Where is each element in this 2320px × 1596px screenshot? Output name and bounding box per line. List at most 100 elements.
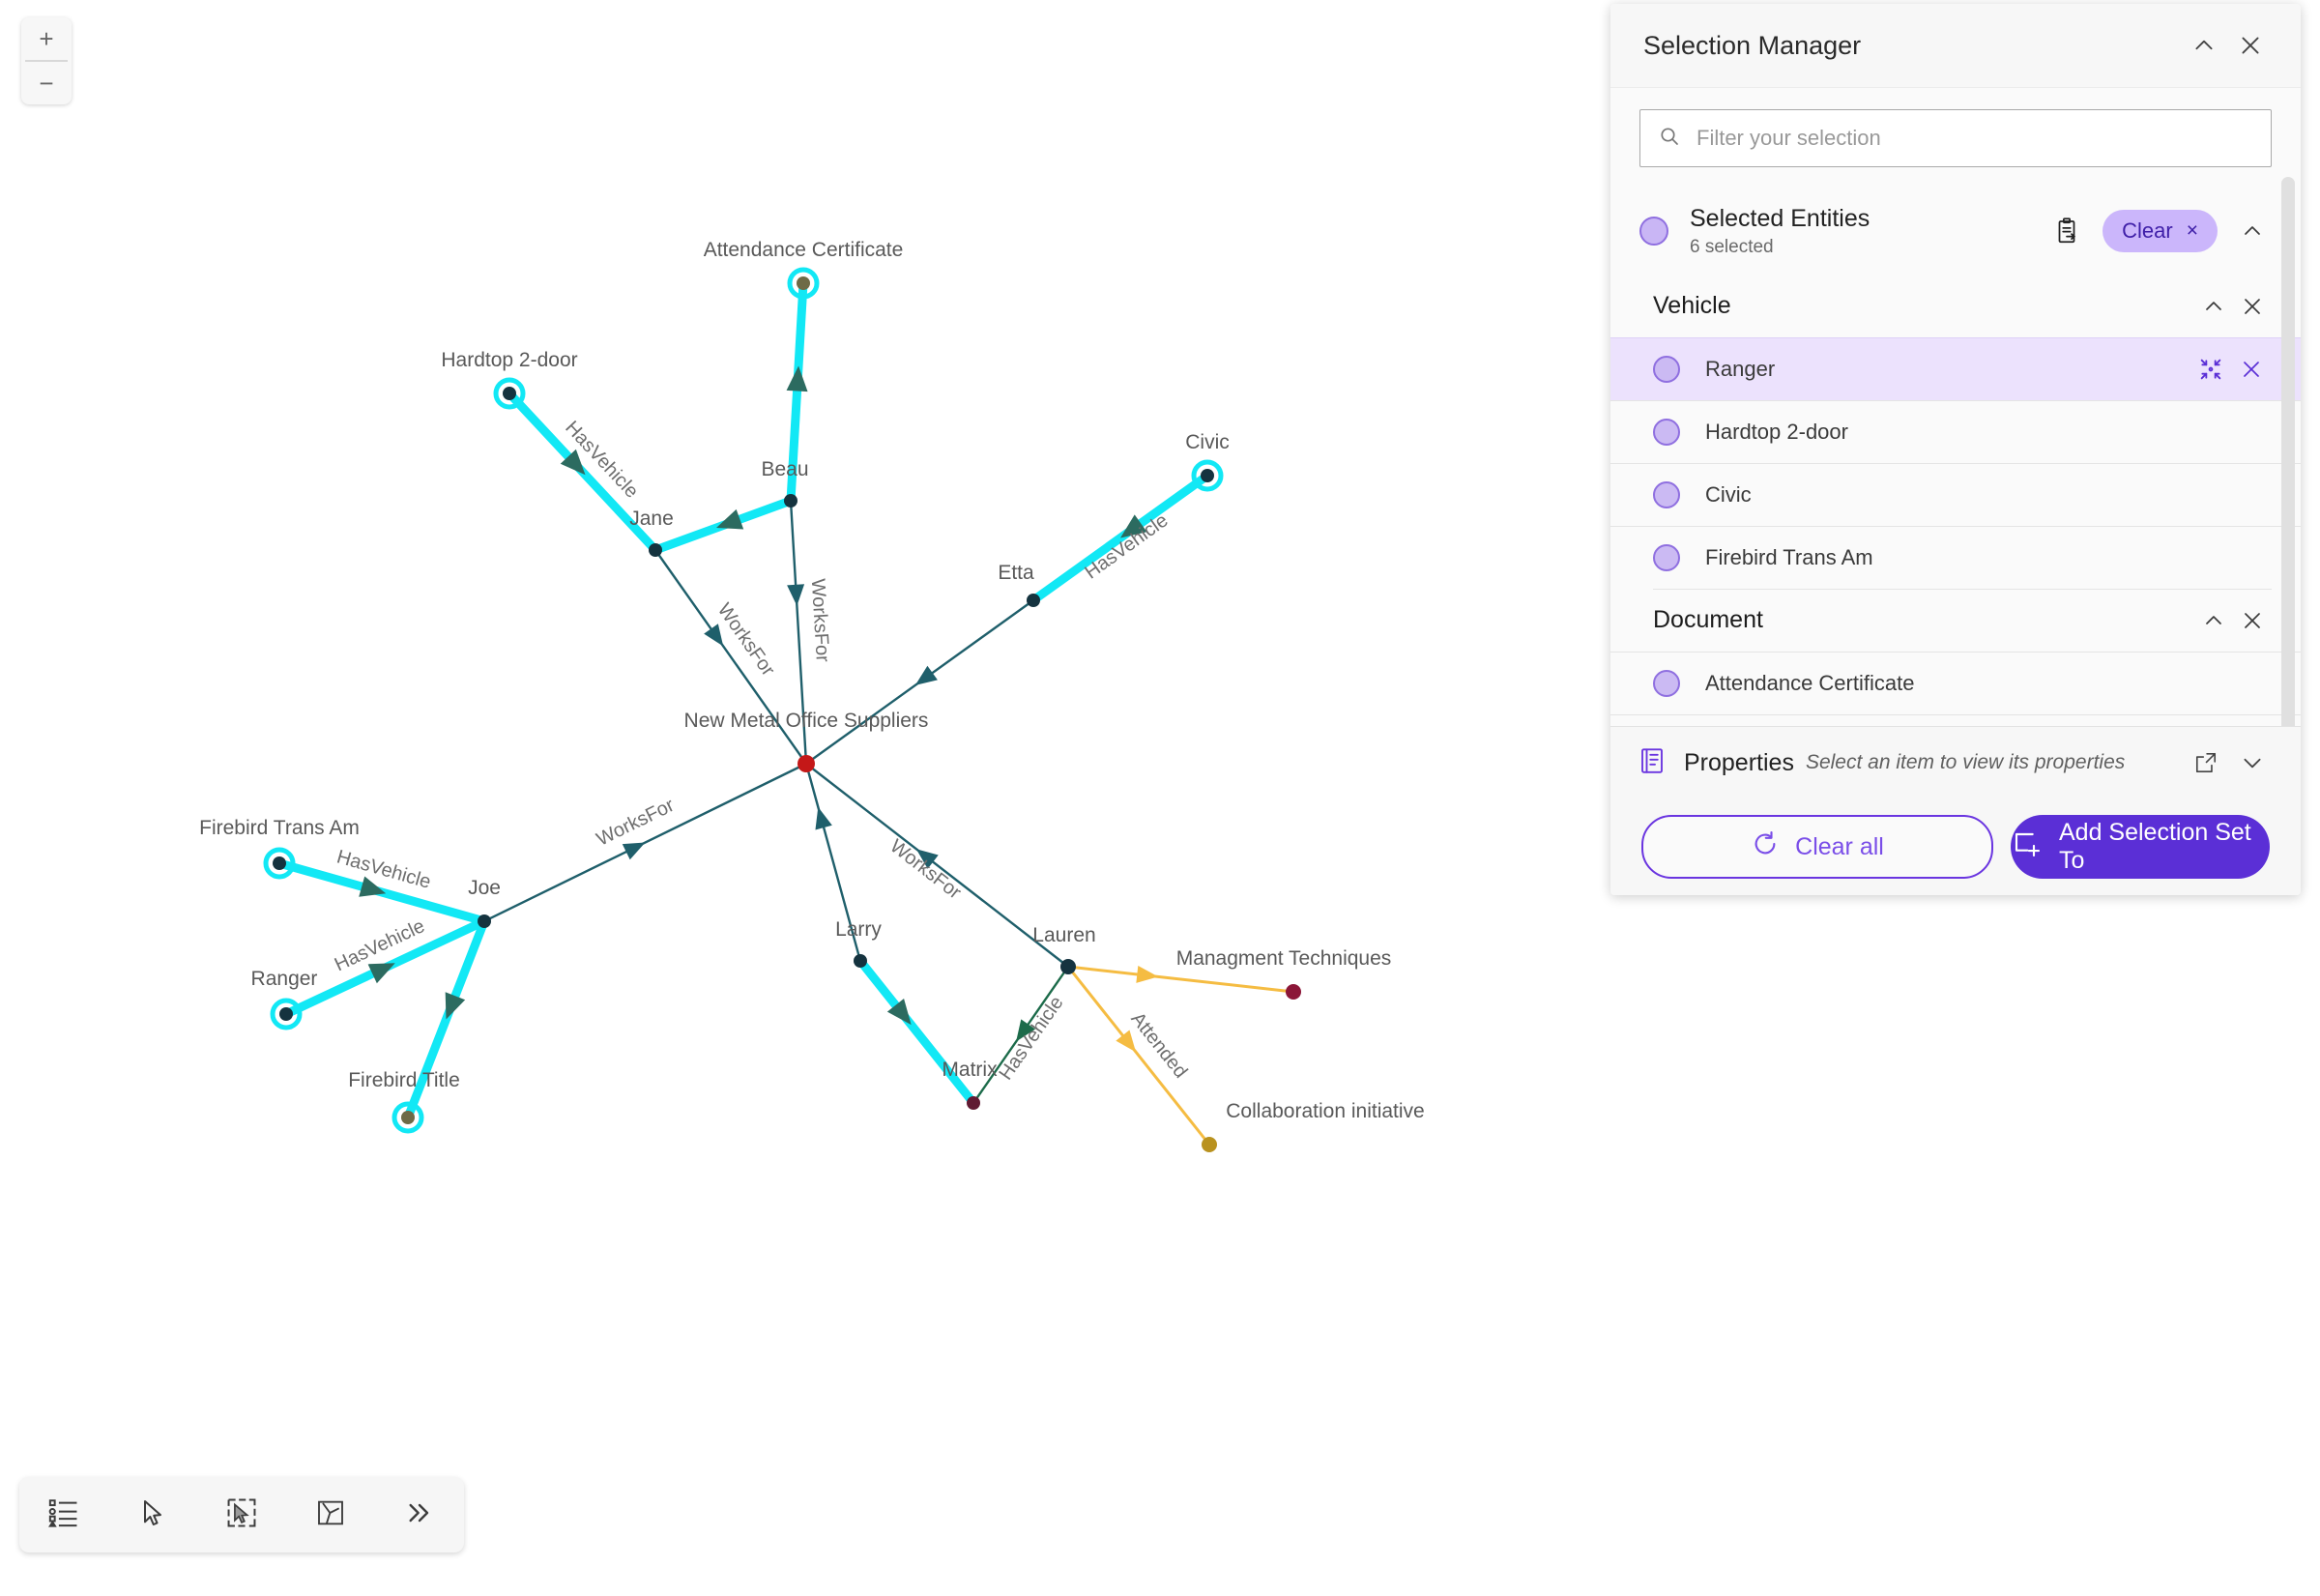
selected-entities-header[interactable]: Selected Entities 6 selected Clear × [1610, 187, 2301, 276]
node-label: Attendance Certificate [704, 239, 904, 261]
add-to-set-icon [2011, 828, 2042, 866]
clear-entities-x-icon: × [2186, 218, 2198, 242]
node-label: Ranger [251, 968, 318, 990]
properties-hint: Select an item to view its properties [1805, 751, 2126, 773]
add-selection-set-button[interactable]: Add Selection Set To [2011, 815, 2270, 879]
edge-arrowhead [560, 449, 586, 476]
entity-groups-container: Vehicle Ranger Hardtop 2-door Civic Firebird… [1610, 275, 2301, 726]
collapse-entities-button[interactable] [2233, 212, 2272, 250]
properties-expand-button[interactable] [2229, 740, 2276, 786]
zoom-divider [25, 60, 68, 62]
selected-entities-title: Selected Entities [1690, 205, 1870, 232]
graph-canvas[interactable]: HasVehicle WorksFor WorksFor HasVehicle Work… [0, 0, 1605, 1596]
type-group-header[interactable]: Document [1610, 589, 2301, 652]
edge-arrowhead [445, 992, 466, 1020]
clear-entities-button[interactable]: Clear × [2102, 209, 2218, 252]
more-chevrons-icon [404, 1497, 435, 1533]
properties-bar[interactable]: Properties Select an item to view its pr… [1610, 726, 2301, 798]
collapse-type-group-button[interactable] [2194, 601, 2233, 640]
graph-edge[interactable] [789, 499, 808, 766]
remove-entity-icon[interactable] [2231, 349, 2272, 390]
graph-node[interactable] [478, 914, 491, 928]
node-label: Hardtop 2-door [441, 349, 577, 371]
graph-node[interactable] [1060, 959, 1076, 974]
marquee-select-button[interactable] [197, 1477, 286, 1552]
page-title: Selection Manager [1643, 30, 1862, 60]
graph-node[interactable] [854, 954, 867, 968]
graph-node[interactable] [279, 1007, 293, 1021]
graph-tools-toolbar [19, 1477, 464, 1552]
type-group-header[interactable]: Vehicle [1610, 275, 2301, 337]
graph-node[interactable] [797, 276, 810, 290]
edge-label: WorksFor [594, 795, 678, 851]
select-pointer-button[interactable] [108, 1477, 197, 1552]
graph-node[interactable] [1027, 594, 1040, 607]
remove-type-group-button[interactable] [2233, 287, 2272, 326]
graph-node[interactable] [503, 387, 516, 400]
list-separator [1653, 588, 2272, 590]
graph-node[interactable] [798, 755, 815, 772]
legend-button[interactable] [19, 1477, 108, 1552]
collapse-type-group-button[interactable] [2194, 287, 2233, 326]
clear-entities-label: Clear [2122, 218, 2173, 243]
graph-edge[interactable] [1066, 965, 1211, 1146]
list-item[interactable]: Civic [1610, 462, 2301, 526]
graph-edge[interactable] [804, 762, 1070, 969]
graph-node[interactable] [401, 1111, 415, 1124]
edge-arrowhead [1120, 514, 1147, 538]
graph-node[interactable] [784, 494, 798, 508]
edge-label: WorksFor [885, 835, 965, 903]
list-item[interactable]: Hardtop 2-door [1610, 399, 2301, 463]
list-item[interactable]: Firebird Title [1610, 713, 2301, 726]
zoom-control: + − [21, 17, 72, 104]
graph-edge[interactable] [804, 762, 862, 963]
node-label: Lauren [1032, 924, 1095, 946]
graph-node[interactable] [649, 543, 662, 557]
node-label: Firebird Title [348, 1069, 460, 1091]
more-tools-button[interactable] [375, 1477, 464, 1552]
graph-edge[interactable] [1066, 965, 1295, 994]
panel-scroll-area[interactable]: Selected Entities 6 selected Clear × Veh… [1610, 88, 2301, 726]
list-item[interactable]: Firebird Trans Am [1610, 525, 2301, 589]
entity-circle-icon [1653, 418, 1680, 446]
clear-all-button[interactable]: Clear all [1641, 815, 1993, 879]
graph-node[interactable] [1202, 1137, 1217, 1152]
graph-node[interactable] [273, 856, 286, 870]
node-selection-halo [392, 1101, 424, 1134]
edge-label: HasVehicle [1081, 509, 1172, 583]
node-selection-halo [787, 267, 820, 300]
layout-graph-button[interactable] [286, 1477, 375, 1552]
list-item[interactable]: Ranger [1610, 336, 2301, 400]
graph-edge[interactable] [786, 278, 808, 506]
panel-close-button[interactable] [2227, 22, 2274, 69]
edge-label: WorksFor [713, 599, 779, 680]
zoom-in-button[interactable]: + [39, 24, 54, 53]
edge-label: WorksFor [807, 578, 833, 663]
graph-edge[interactable] [653, 548, 808, 766]
panel-scrollbar[interactable] [2281, 177, 2295, 726]
edge-arrowhead [915, 849, 939, 869]
remove-type-group-button[interactable] [2233, 601, 2272, 640]
copy-entities-clipboard-button[interactable] [2044, 209, 2089, 253]
graph-node[interactable] [967, 1096, 980, 1110]
properties-icon [1638, 746, 1667, 780]
node-label: Civic [1185, 431, 1230, 453]
zoom-to-entity-icon[interactable] [2190, 349, 2231, 390]
graph-node[interactable] [1201, 469, 1214, 482]
edge-arrowhead [716, 508, 744, 530]
graph-node[interactable] [1286, 984, 1301, 1000]
list-item[interactable]: Attendance Certificate [1610, 651, 2301, 714]
properties-popout-button[interactable] [2183, 740, 2229, 786]
search-input[interactable] [1695, 125, 2253, 152]
edge-label: Attended [1126, 1008, 1191, 1082]
filter-box[interactable] [1639, 109, 2272, 167]
entity-circle-icon [1653, 543, 1680, 571]
graph-edge[interactable] [856, 956, 978, 1108]
list-item-label: Attendance Certificate [1705, 670, 1915, 695]
edge-arrowhead [359, 876, 387, 897]
zoom-out-button[interactable]: − [39, 69, 54, 98]
search-icon [1658, 125, 1681, 153]
selected-entities-text: Selected Entities 6 selected [1690, 204, 2044, 258]
panel-collapse-button[interactable] [2181, 22, 2227, 69]
graph-svg[interactable]: HasVehicle WorksFor WorksFor HasVehicle Work… [0, 0, 1605, 1596]
